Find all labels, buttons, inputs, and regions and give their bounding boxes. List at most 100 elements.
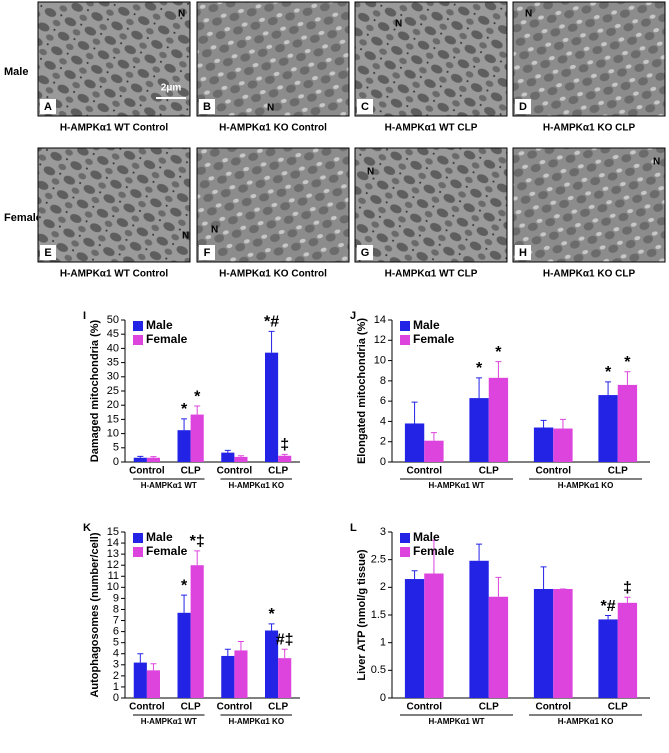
significance-marker: * — [495, 344, 502, 361]
x-tick-label: Control — [406, 702, 442, 713]
nucleus-marker: N — [367, 167, 374, 178]
error-bar — [194, 405, 201, 415]
x-tick-label: Control — [535, 466, 571, 477]
y-tick-label: 2.5 — [371, 554, 386, 566]
y-tick-label: 45 — [107, 328, 119, 340]
panel-letter-box — [199, 99, 215, 114]
micrograph-caption: H-AMPKα1 KO Control — [219, 269, 327, 280]
bar — [278, 658, 292, 698]
error-bar — [605, 381, 612, 396]
x-tick-label: CLP — [479, 466, 499, 477]
y-tick-label: 8 — [380, 375, 386, 387]
nucleus-marker: N — [178, 9, 185, 20]
y-tick-label: 10 — [374, 354, 386, 366]
significance-marker: *# — [601, 598, 616, 615]
y-tick-label: 3 — [113, 659, 119, 671]
y-tick-label: 5 — [113, 637, 119, 649]
y-tick-label: 13 — [107, 548, 119, 560]
micrograph — [37, 147, 191, 263]
micrograph — [354, 147, 508, 263]
panel-letter: B — [203, 101, 211, 113]
error-bar — [624, 596, 631, 603]
error-bar — [540, 566, 547, 589]
micrograph — [512, 147, 666, 263]
y-tick-label: 0 — [380, 456, 386, 468]
y-tick-label: 12 — [374, 334, 386, 346]
x-tick-label: CLP — [268, 466, 288, 477]
significance-marker: * — [605, 364, 612, 381]
legend-swatch — [133, 533, 143, 543]
error-bar — [137, 653, 144, 663]
panel-letter: H — [519, 247, 527, 259]
x-tick-label: Control — [129, 702, 165, 713]
legend-label: Male — [146, 530, 173, 544]
y-tick-label: 9 — [113, 592, 119, 604]
error-bar — [268, 623, 275, 631]
error-bar — [237, 455, 244, 457]
panel-letter-box — [515, 99, 531, 114]
legend-label: Female — [413, 332, 455, 346]
y-tick-label: 6 — [113, 626, 119, 638]
panel-letter: F — [204, 247, 211, 259]
y-tick-label: 5 — [113, 442, 119, 454]
bar — [190, 565, 204, 698]
bar — [265, 630, 279, 698]
legend-label: Female — [413, 544, 455, 558]
error-bar — [624, 371, 631, 385]
x-tick-label: Control — [217, 702, 253, 713]
panel-letter: E — [44, 247, 51, 259]
y-tick-label: 35 — [107, 357, 119, 369]
y-tick-label: 0 — [380, 692, 386, 704]
panel-letter: K — [83, 522, 91, 534]
y-tick-label: 40 — [107, 342, 119, 354]
significance-marker: #‡ — [276, 632, 294, 649]
y-tick-label: 12 — [107, 559, 119, 571]
legend-swatch — [133, 335, 143, 345]
panel-letter-box — [40, 245, 56, 260]
x-tick-label: Control — [406, 466, 442, 477]
legend-swatch — [400, 533, 410, 543]
nucleus-marker: N — [653, 157, 660, 168]
legend-label: Male — [413, 318, 440, 332]
bar — [146, 670, 160, 698]
bar — [404, 423, 425, 462]
x-tick-label: Control — [535, 702, 571, 713]
significance-marker: * — [181, 577, 188, 594]
panel-letter-box — [357, 245, 373, 260]
bar — [553, 428, 573, 462]
micrograph-caption: H-AMPKα1 WT CLP — [385, 123, 478, 134]
x-tick-label: CLP — [479, 702, 499, 713]
panel-letter: A — [44, 101, 52, 113]
significance-marker: * — [268, 606, 275, 623]
error-bar — [411, 570, 418, 580]
error-bar — [194, 550, 201, 566]
panel-letter: G — [361, 247, 370, 259]
y-tick-label: 50 — [107, 314, 119, 326]
error-bar — [559, 418, 566, 429]
y-tick-label: 4 — [380, 415, 386, 427]
bar — [221, 655, 235, 698]
y-tick-label: 6 — [380, 395, 386, 407]
x-tick-label: CLP — [268, 702, 288, 713]
significance-marker: ‡ — [623, 580, 632, 597]
micrograph-caption: H-AMPKα1 WT CLP — [385, 269, 478, 280]
micrograph — [354, 1, 508, 117]
error-bar — [495, 576, 502, 597]
bar — [234, 456, 248, 462]
error-bar — [224, 648, 231, 656]
panel-letter-box — [515, 245, 531, 260]
micrograph-caption: H-AMPKα1 KO CLP — [543, 123, 636, 134]
row-label: Female — [4, 212, 42, 224]
legend-label: Female — [146, 544, 188, 558]
group-label: H-AMPKα1 WT — [141, 717, 197, 726]
panel-letter: J — [350, 310, 356, 322]
y-tick-label: 1 — [380, 637, 386, 649]
bar — [617, 384, 638, 462]
y-tick-label: 0 — [113, 692, 119, 704]
y-tick-label: 0 — [113, 456, 119, 468]
bar — [146, 457, 160, 462]
nucleus-marker: N — [525, 9, 532, 20]
error-bar — [268, 330, 275, 353]
bar — [190, 414, 204, 462]
